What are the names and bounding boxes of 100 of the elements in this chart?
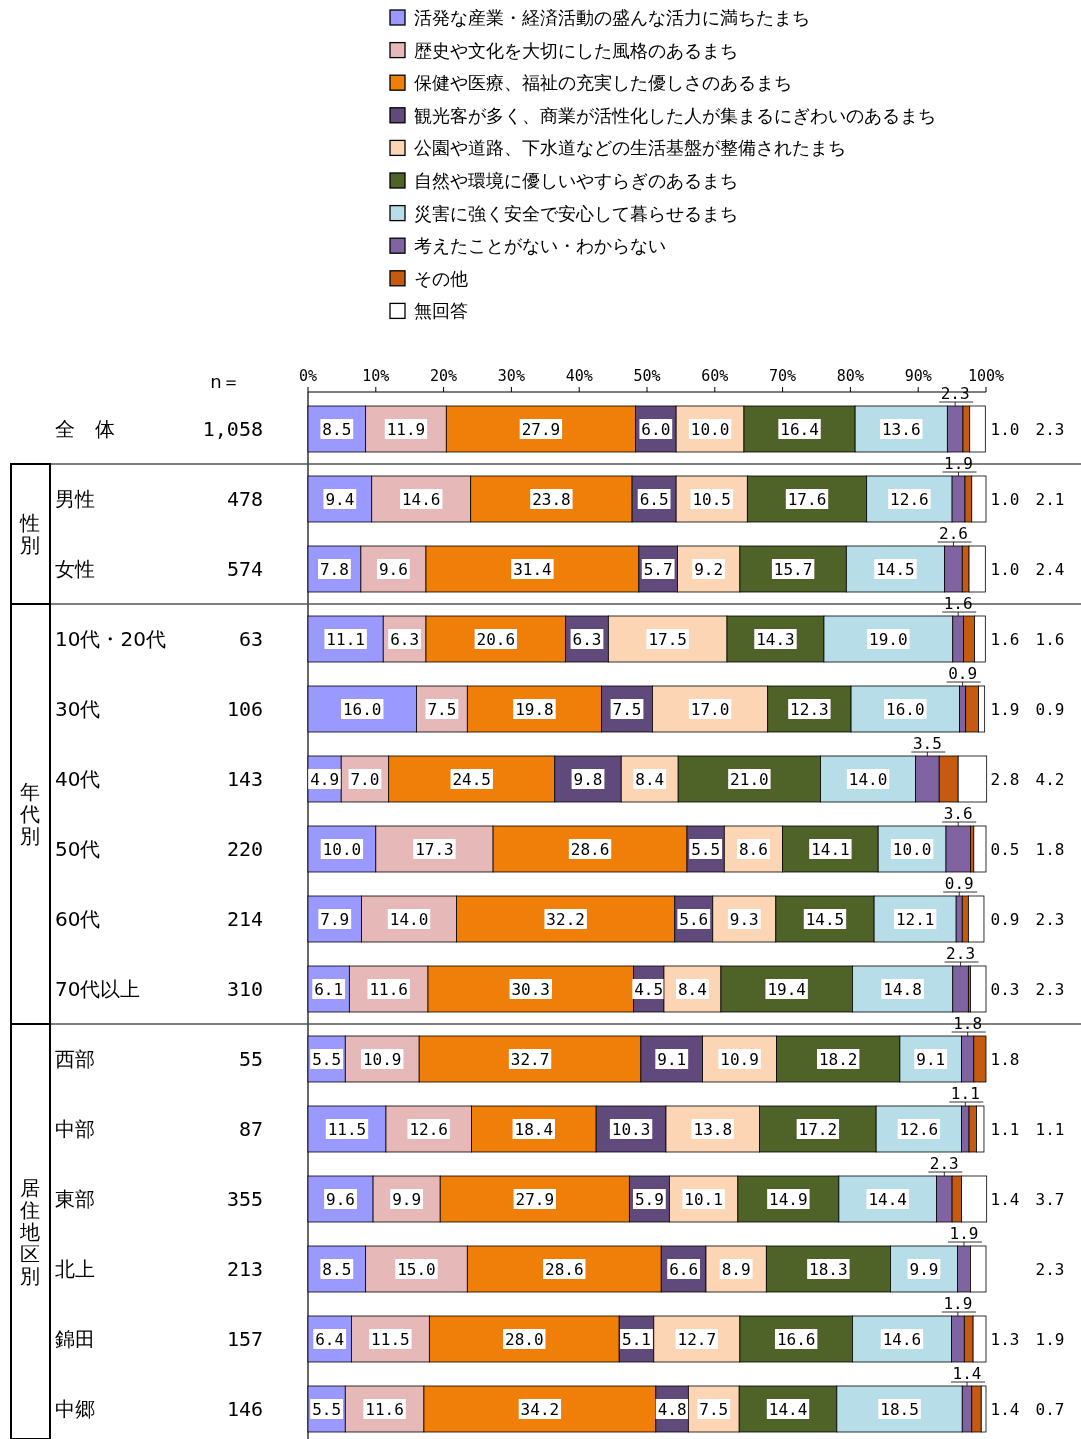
y-tick-label: 女性 (55, 557, 95, 581)
data-label: 15.0 (397, 1260, 436, 1279)
x-tick-label: 30% (497, 367, 525, 385)
data-label: 11.5 (371, 1330, 410, 1349)
data-label: 14.3 (756, 630, 795, 649)
data-label: 12.6 (890, 490, 929, 509)
text: 居住地区別 (19, 1175, 40, 1288)
y2-tick-label: 355 (226, 1187, 263, 1211)
data-label: 9.8 (573, 770, 603, 789)
data-label: 1.8 (990, 1050, 1020, 1069)
data-label: 30.3 (511, 980, 550, 999)
data-label: 10.5 (692, 490, 732, 509)
y2-tick-label: 310 (226, 977, 263, 1001)
data-label: 8.5 (322, 420, 352, 439)
data-label: 6.3 (572, 630, 602, 649)
data-label: 1.9 (990, 700, 1020, 719)
data-label: 1.0 (990, 420, 1020, 439)
y-tick-label: 50代 (55, 837, 101, 861)
data-label: 27.9 (521, 420, 561, 439)
data-label: 6.4 (315, 1330, 345, 1349)
legend-label: 観光客が多く、商業が活性化した人が集まるにぎわいのあるまち (414, 104, 936, 126)
data-label: 7.0 (350, 770, 380, 789)
y-tick-label: 70代以上 (55, 977, 141, 1001)
data-label: 1.8 (953, 1014, 983, 1033)
data-label: 18.5 (880, 1400, 919, 1419)
data-label: 2.6 (939, 524, 968, 543)
y2-tick-label: 106 (226, 697, 263, 721)
data-label: 27.9 (515, 1190, 555, 1209)
data-label: 11.1 (326, 630, 365, 649)
y-tick-label: 男性 (55, 487, 95, 511)
data-label: 1.3 (990, 1330, 1020, 1349)
data-label: 17.3 (415, 840, 454, 859)
data-label: 5.9 (634, 1190, 664, 1209)
data-label: 1.1 (950, 1084, 980, 1103)
y2-tick-label: 478 (226, 487, 263, 511)
y2-tick-label: 1,058 (202, 417, 263, 441)
data-label: 5.1 (622, 1330, 651, 1349)
data-label: 10.0 (690, 420, 730, 439)
data-label: 2.3 (1035, 1260, 1065, 1279)
data-label: 7.5 (612, 700, 642, 719)
data-label: 2.4 (1035, 560, 1065, 579)
data-label: 0.9 (948, 664, 978, 683)
data-label: 17.6 (787, 490, 827, 509)
y-tick-label: 60代 (55, 907, 101, 931)
x-tick-label: 20% (430, 367, 458, 385)
data-label: 7.9 (320, 910, 350, 929)
data-label: 12.1 (895, 910, 935, 929)
y-tick-label: 全 体 (55, 417, 115, 441)
data-label: 4.8 (657, 1400, 687, 1419)
y-tick-label: 錦田 (55, 1327, 95, 1351)
data-label: 13.8 (693, 1120, 733, 1139)
data-label: 2.1 (1035, 490, 1065, 509)
data-label: 0.9 (990, 910, 1020, 929)
data-label: 1.4 (990, 1190, 1020, 1209)
y-tick-label: 中部 (55, 1117, 95, 1141)
legend-label: 活発な産業・経済活動の盛んな活力に満ちたまち (414, 7, 810, 28)
x-tick-label: 0% (298, 367, 318, 385)
data-label: 9.2 (694, 560, 724, 579)
data-label: 11.9 (386, 420, 426, 439)
data-label: 2.3 (1035, 980, 1065, 999)
y-tick-label: 40代 (55, 767, 101, 791)
data-label: 9.1 (657, 1050, 687, 1069)
data-label: 8.4 (677, 980, 707, 999)
y-tick-label: 東部 (55, 1187, 95, 1211)
data-label: 3.5 (912, 734, 942, 753)
data-label: 1.9 (949, 1224, 979, 1243)
bar (970, 965, 987, 1013)
data-label: 0.3 (990, 980, 1020, 999)
data-label: 9.6 (378, 560, 408, 579)
data-label: 14.6 (882, 1330, 922, 1349)
x-tick-label: 10% (362, 367, 390, 385)
data-label: 16.0 (886, 700, 925, 719)
data-label: 1.1 (990, 1120, 1020, 1139)
y2-tick-label: 63 (238, 627, 263, 651)
data-label: 8.4 (635, 770, 665, 789)
data-label: 32.2 (546, 910, 585, 929)
data-label: 28.6 (545, 1260, 584, 1279)
data-label: 10.9 (362, 1050, 402, 1069)
data-label: 12.3 (790, 700, 829, 719)
data-label: 11.5 (327, 1120, 367, 1139)
data-label: 18.2 (818, 1050, 858, 1069)
data-label: 1.9 (1035, 1330, 1065, 1349)
data-label: 6.6 (669, 1260, 699, 1279)
legend-label: 災害に強く安全で安心して暮らせるまち (414, 202, 738, 224)
data-label: 14.0 (848, 770, 888, 789)
data-label: 32.7 (510, 1050, 550, 1069)
data-label: 0.9 (944, 874, 974, 893)
data-label: 8.9 (721, 1260, 751, 1279)
data-label: 1.4 (990, 1400, 1020, 1419)
y-tick-label: 北上 (55, 1257, 95, 1281)
bar (973, 825, 987, 873)
data-label: 19.4 (767, 980, 806, 999)
data-label: 9.4 (325, 490, 355, 509)
data-label: 17.5 (648, 630, 687, 649)
data-label: 7.8 (319, 560, 349, 579)
data-label: 28.6 (570, 840, 610, 859)
data-label: 1.8 (1035, 840, 1065, 859)
data-label: 3.6 (943, 804, 973, 823)
data-label: 16.0 (342, 700, 382, 719)
y-tick-label: 中郷 (55, 1397, 95, 1421)
